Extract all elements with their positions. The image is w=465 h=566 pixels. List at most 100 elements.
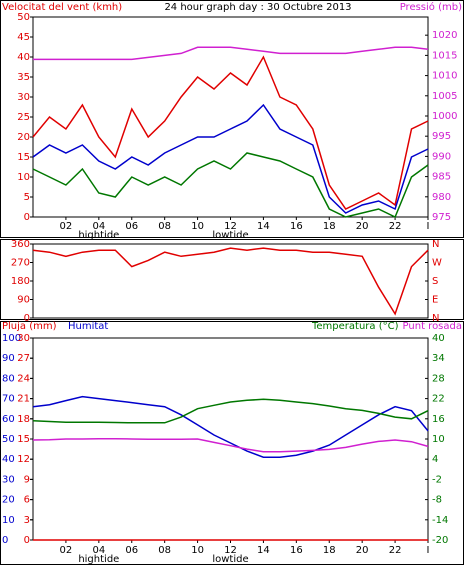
y-tick-label: 100	[2, 333, 21, 344]
x-tick-label: I	[427, 221, 430, 232]
series-line	[32, 437, 429, 453]
y2-tick-label: N	[432, 239, 439, 250]
y2-tick-label: 4	[432, 454, 438, 465]
y-tick-label: 50	[2, 434, 15, 445]
y3-tick-label: 3	[24, 515, 30, 526]
x-tick-label: 16	[290, 221, 303, 232]
y2-tick-label: W	[432, 258, 442, 269]
y2-tick-label: 22	[432, 394, 445, 405]
series-line	[32, 55, 429, 210]
y3-tick-label: 15	[17, 434, 30, 445]
series-line	[32, 152, 429, 219]
y-tick-label: 0	[2, 535, 8, 546]
x-tick-label: 20	[356, 545, 369, 556]
y-tick-label: 40	[17, 52, 30, 63]
y-tick-label: 0	[24, 212, 30, 223]
y2-axis-label: Pressió (mb)	[400, 1, 462, 13]
y-tick-label: 35	[17, 72, 30, 83]
y-tick-label: 50	[17, 12, 30, 23]
x-tick-label: 12	[224, 545, 237, 556]
x-tick-label: 02	[60, 545, 73, 556]
y-tick-label: 15	[17, 152, 30, 163]
x-tick-label: 02	[60, 221, 73, 232]
y3-tick-label: 21	[17, 394, 30, 405]
y3-tick-label: 18	[17, 414, 30, 425]
annotation: lowtide	[212, 230, 248, 241]
x-tick-label: 06	[125, 221, 138, 232]
y-tick-label: 70	[2, 394, 15, 405]
plot-area	[32, 243, 429, 319]
chart-title: 24 hour graph day : 30 Octubre 2013	[164, 2, 351, 13]
x-tick-label: 16	[290, 545, 303, 556]
y-tick-label: 90	[2, 353, 15, 364]
y-tick-label: 90	[17, 295, 30, 306]
y2-tick-label: 980	[432, 192, 451, 203]
y3-tick-label: 24	[17, 373, 30, 384]
series-line	[32, 395, 429, 458]
y2-tick-label: 34	[432, 353, 445, 364]
y-tick-label: 180	[11, 276, 30, 287]
y2-tick-label: -2	[432, 474, 442, 485]
y-tick-label: 10	[17, 172, 30, 183]
x-tick-label: I	[427, 545, 430, 556]
y2-tick-label: 28	[432, 373, 445, 384]
y2-tick-label: 1015	[432, 50, 457, 61]
y-tick-label: 5	[24, 192, 30, 203]
x-tick-label: 06	[125, 545, 138, 556]
y-tick-label: 10	[2, 515, 15, 526]
y2-tick-label: 1000	[432, 111, 457, 122]
y2-tick-label: 1020	[432, 30, 457, 41]
y-axis-label: Velocitat del vent (kmh)	[2, 2, 122, 13]
x-tick-label: 18	[323, 221, 336, 232]
y3-tick-label: 6	[24, 495, 30, 506]
series-line	[32, 398, 429, 424]
y2-tick-label: -8	[432, 495, 442, 506]
y2-tick-label: 990	[432, 151, 451, 162]
x-tick-label: 18	[323, 545, 336, 556]
y2-tick-label: 1010	[432, 71, 457, 82]
y-tick-label: 270	[11, 258, 30, 269]
y-tick-label: 45	[17, 32, 30, 43]
y2-tick-label: S	[432, 276, 438, 287]
y3-tick-label: 30	[17, 333, 30, 344]
x-tick-label: 14	[257, 545, 270, 556]
y-tick-label: 0	[24, 313, 30, 324]
x-tick-label: 20	[356, 221, 369, 232]
x-tick-label: 08	[158, 221, 171, 232]
series-line	[32, 103, 429, 214]
x-tick-label: 08	[158, 545, 171, 556]
y-tick-label: 20	[17, 132, 30, 143]
y-tick-label: 30	[2, 474, 15, 485]
legend-label: Temperatura (°C)	[311, 321, 399, 332]
y2-tick-label: 985	[432, 172, 451, 183]
series-line	[32, 247, 429, 316]
y-tick-label: 30	[17, 92, 30, 103]
x-tick-label: 10	[191, 221, 204, 232]
x-tick-label: 04	[92, 221, 105, 232]
y2-tick-label: 10	[432, 434, 445, 445]
y3-tick-label: 0	[24, 535, 30, 546]
y-tick-label: 20	[2, 495, 15, 506]
y2-tick-label: -20	[432, 535, 448, 546]
legend-label: Punt rosada	[403, 321, 462, 332]
x-tick-label: 12	[224, 221, 237, 232]
y2-tick-label: 1005	[432, 91, 457, 102]
x-tick-label: 22	[389, 221, 402, 232]
plot-area	[32, 16, 429, 218]
legend-label: Pluja (mm)	[2, 321, 57, 332]
x-tick-label: 04	[92, 545, 105, 556]
y-tick-label: 60	[2, 414, 15, 425]
annotation: hightide	[78, 554, 119, 565]
y2-tick-label: 975	[432, 212, 451, 223]
y2-tick-label: 40	[432, 333, 445, 344]
series-line	[33, 46, 429, 61]
y-tick-label: 25	[17, 112, 30, 123]
legend-label: Humitat	[68, 321, 108, 332]
y2-tick-label: 16	[432, 414, 445, 425]
x-tick-label: 22	[389, 545, 402, 556]
annotation: hightide	[78, 230, 119, 241]
y-tick-label: 40	[2, 454, 15, 465]
y2-tick-label: E	[432, 295, 438, 306]
y2-tick-label: N	[432, 313, 439, 324]
